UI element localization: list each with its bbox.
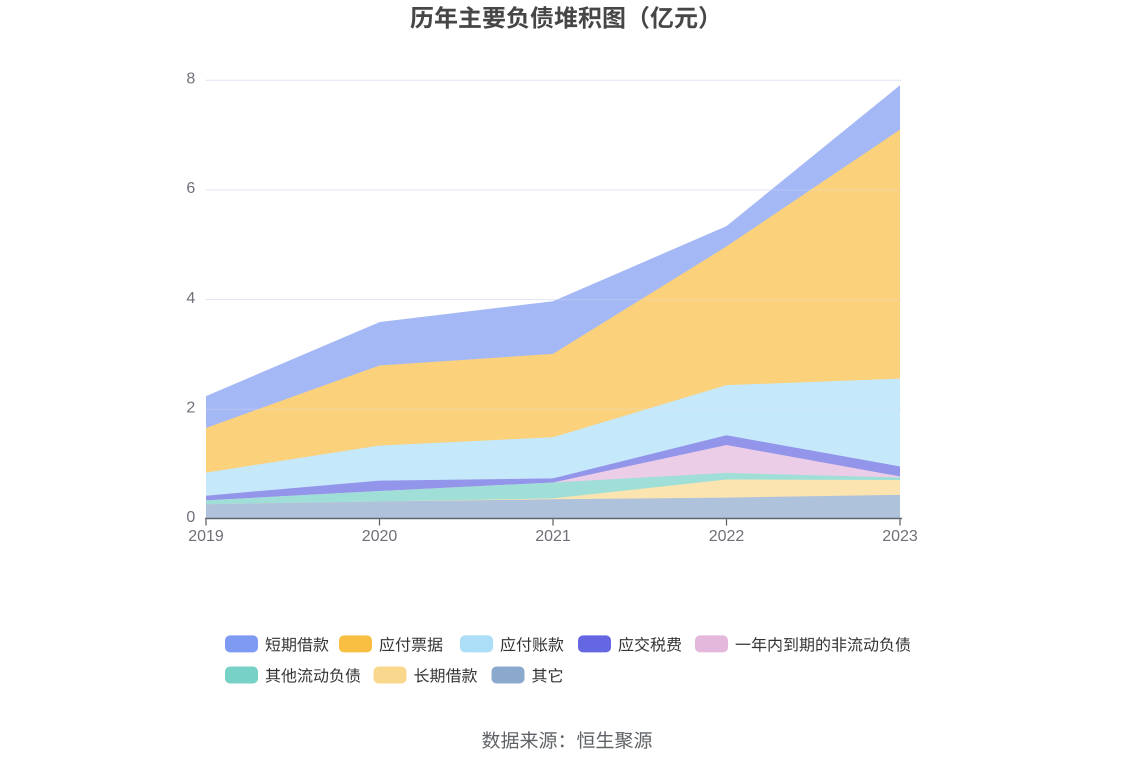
- svg-text:2023: 2023: [882, 528, 918, 545]
- svg-text:2020: 2020: [362, 528, 398, 545]
- svg-text:4: 4: [186, 290, 195, 307]
- svg-text:8: 8: [186, 71, 195, 88]
- svg-text:2019: 2019: [188, 528, 224, 545]
- svg-text:0: 0: [186, 509, 195, 526]
- svg-text:2: 2: [186, 400, 195, 417]
- svg-text:2021: 2021: [535, 528, 571, 545]
- svg-text:2022: 2022: [709, 528, 745, 545]
- svg-text:6: 6: [186, 180, 195, 197]
